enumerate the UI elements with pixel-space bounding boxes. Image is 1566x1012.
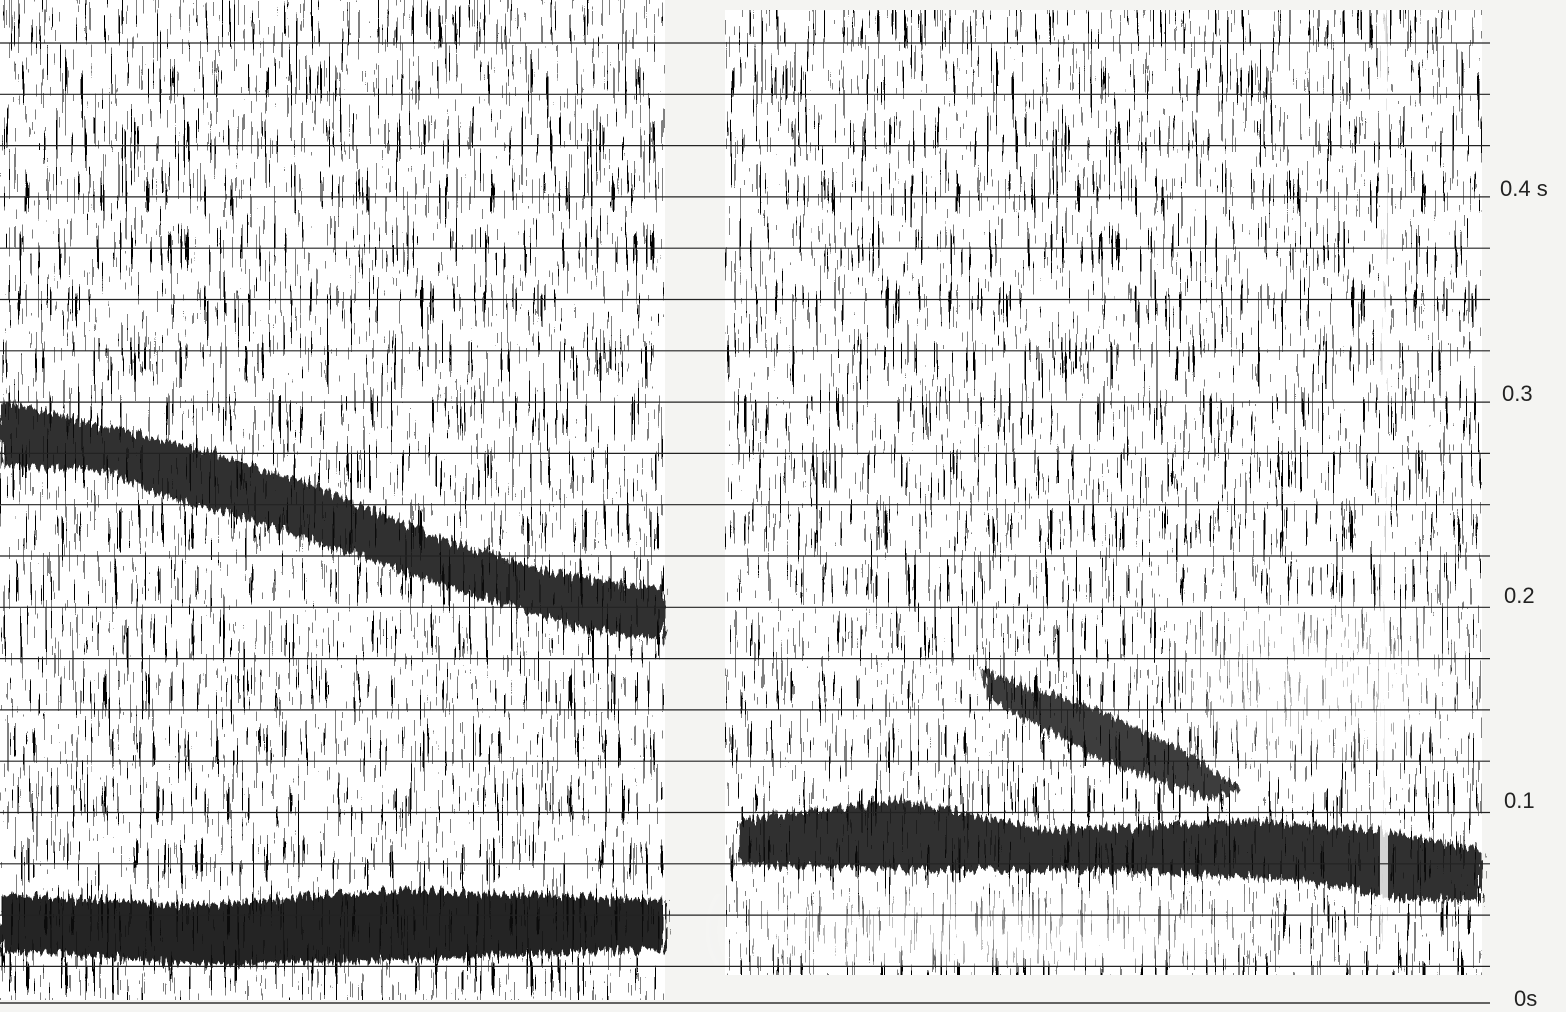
- time-axis: 0.4 s 0.3 0.2 0.1 0s: [1500, 176, 1548, 1011]
- time-label: 0s: [1514, 986, 1537, 1011]
- reflection-band: [980, 670, 1240, 800]
- left-panel: [0, 0, 665, 1000]
- gap-trace: [1380, 10, 1388, 975]
- reflection-band: [740, 800, 1482, 900]
- reflection-band: [0, 890, 665, 965]
- light-zone: [740, 900, 1260, 960]
- reflection-band: [0, 400, 665, 640]
- light-zone: [1190, 610, 1450, 750]
- time-label: 0.2: [1504, 583, 1535, 608]
- time-label: 0.1: [1504, 788, 1535, 813]
- time-label: 0.3: [1502, 381, 1533, 406]
- time-label: 0.4 s: [1500, 176, 1548, 201]
- timing-lines: [0, 42, 1490, 968]
- right-panel: [725, 10, 1482, 975]
